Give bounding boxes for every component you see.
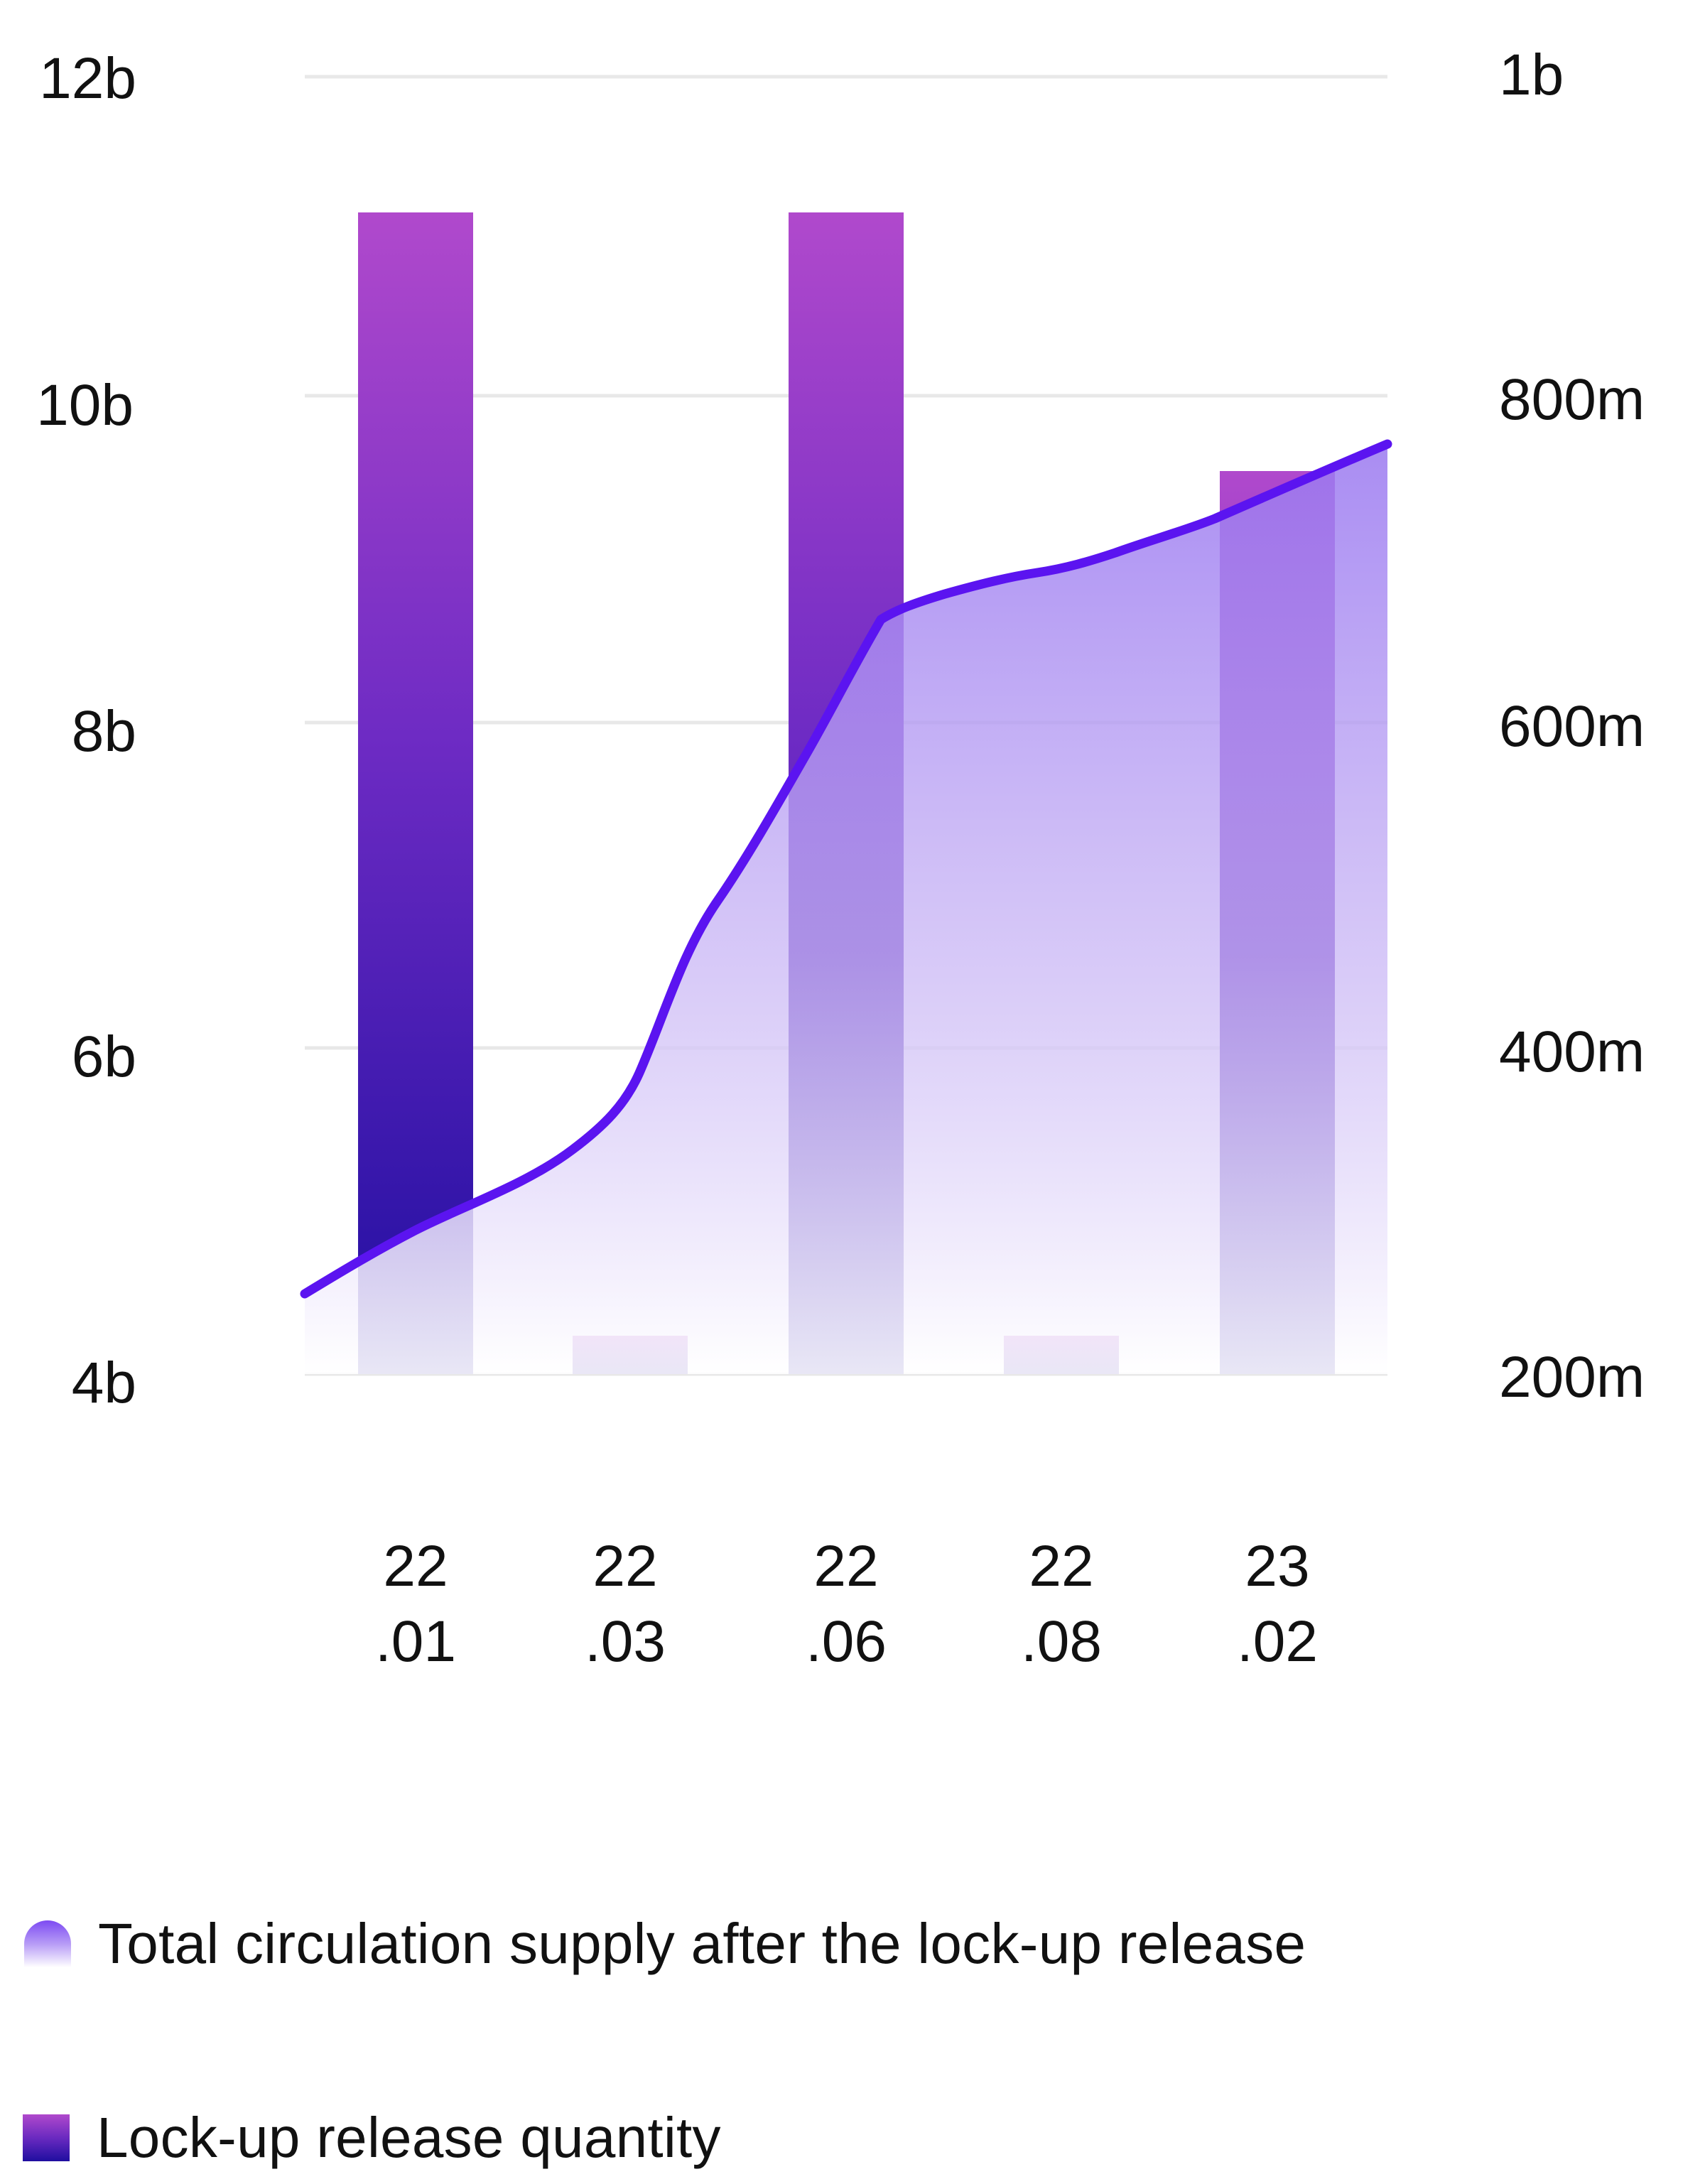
x-label-year: 22 bbox=[592, 1534, 657, 1599]
x-label-month: .02 bbox=[1237, 1609, 1318, 1674]
x-label-month: .08 bbox=[1021, 1609, 1102, 1674]
bar-22-01[interactable] bbox=[358, 212, 473, 1374]
x-label-year: 22 bbox=[383, 1534, 448, 1599]
x-label-year: 22 bbox=[1029, 1534, 1093, 1599]
left-tick-label: 12b bbox=[39, 46, 136, 111]
left-tick-label: 4b bbox=[72, 1351, 136, 1415]
bar-swatch-icon bbox=[23, 2114, 70, 2161]
right-tick-label: 200m bbox=[1499, 1345, 1645, 1410]
right-tick-label: 600m bbox=[1499, 694, 1645, 759]
legend-item-release-quantity[interactable]: Lock-up release quantity bbox=[0, 2105, 721, 2171]
right-axis: 1b 800m 600m 400m 200m bbox=[1499, 43, 1645, 1410]
x-label-month: .01 bbox=[375, 1609, 456, 1674]
right-tick-label: 1b bbox=[1499, 43, 1564, 107]
area-swatch-icon bbox=[24, 1920, 71, 1967]
x-label-year: 23 bbox=[1245, 1534, 1309, 1599]
right-tick-label: 800m bbox=[1499, 367, 1645, 432]
right-tick-label: 400m bbox=[1499, 1020, 1645, 1084]
left-tick-label: 8b bbox=[72, 699, 136, 764]
legend-item-total-supply[interactable]: Total circulation supply after the lock-… bbox=[0, 1911, 1306, 1977]
left-tick-label: 10b bbox=[36, 373, 134, 438]
left-tick-label: 6b bbox=[72, 1025, 136, 1089]
x-axis: 22 .01 22 .03 22 .06 22 .08 23 .02 bbox=[375, 1534, 1318, 1674]
legend-label: Lock-up release quantity bbox=[97, 2106, 721, 2169]
x-label-year: 22 bbox=[813, 1534, 878, 1599]
legend-label: Total circulation supply after the lock-… bbox=[98, 1912, 1306, 1975]
x-label-month: .03 bbox=[585, 1609, 666, 1674]
supply-area bbox=[305, 444, 1387, 1374]
supply-line[interactable] bbox=[300, 439, 1392, 1299]
left-axis: 12b 10b 8b 6b 4b bbox=[36, 46, 136, 1415]
x-label-month: .06 bbox=[806, 1609, 887, 1674]
